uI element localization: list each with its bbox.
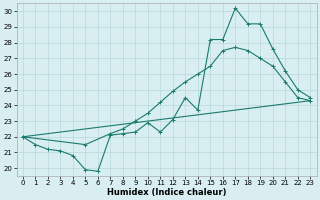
- X-axis label: Humidex (Indice chaleur): Humidex (Indice chaleur): [107, 188, 226, 197]
